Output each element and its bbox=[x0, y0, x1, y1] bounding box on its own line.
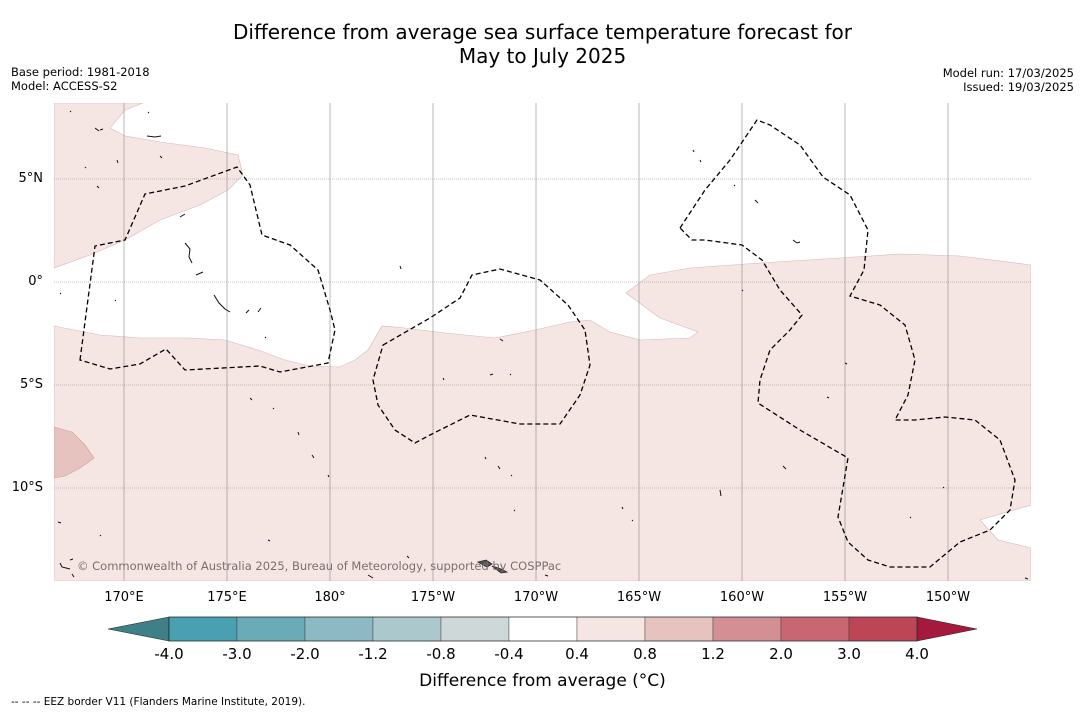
meta-left: Base period: 1981-2018 Model: ACCESS-S2 bbox=[11, 65, 150, 93]
eez-line-islands bbox=[679, 119, 1016, 568]
colorbar-tick: 2.0 bbox=[769, 645, 793, 663]
lon-label-175e: 175°E bbox=[207, 590, 247, 605]
colorbar-bin bbox=[848, 616, 918, 642]
colorbar-under-triangle bbox=[107, 616, 170, 642]
copyright-notice: © Commonwealth of Australia 2025, Bureau… bbox=[77, 559, 562, 573]
colorbar-tick: 3.0 bbox=[837, 645, 861, 663]
colorbar-bin bbox=[168, 616, 238, 642]
colorbar-bin bbox=[440, 616, 510, 642]
colorbar-bin bbox=[372, 616, 442, 642]
colorbar-bin bbox=[576, 616, 646, 642]
lon-label-150w: 150°W bbox=[925, 590, 971, 605]
colorbar-tick: -0.8 bbox=[426, 645, 456, 663]
lat-label-5s: 5°S bbox=[19, 377, 43, 392]
model-run: Model run: 17/03/2025 bbox=[942, 66, 1074, 80]
islands bbox=[57, 110, 1029, 580]
warm-anomaly-region bbox=[54, 103, 244, 269]
issued-date: Issued: 19/03/2025 bbox=[963, 80, 1074, 94]
colorbar-tick: 0.8 bbox=[633, 645, 657, 663]
lon-label-170w: 170°W bbox=[513, 590, 559, 605]
eez-kiribati-gilberts bbox=[79, 166, 336, 373]
colorbar-tick: -4.0 bbox=[154, 645, 184, 663]
colorbar-tick: 1.2 bbox=[701, 645, 725, 663]
colorbar-tick: -3.0 bbox=[222, 645, 252, 663]
model-name: Model: ACCESS-S2 bbox=[11, 79, 118, 93]
lat-label-0: 0° bbox=[28, 274, 43, 289]
eez-borders bbox=[79, 119, 1016, 568]
lon-label-180: 180° bbox=[314, 590, 346, 605]
colorbar-bin bbox=[644, 616, 714, 642]
lon-label-160w: 160°W bbox=[719, 590, 765, 605]
warm-anomaly-region-south bbox=[54, 253, 1031, 581]
colorbar-bin bbox=[508, 616, 578, 642]
lat-label-10s: 10°S bbox=[11, 480, 43, 495]
colorbar bbox=[107, 616, 978, 642]
lat-label-5n: 5°N bbox=[18, 171, 44, 186]
base-period: Base period: 1981-2018 bbox=[11, 65, 150, 79]
lon-label-155w: 155°W bbox=[822, 590, 868, 605]
colorbar-bin bbox=[304, 616, 374, 642]
lon-label-170e: 170°E bbox=[104, 590, 144, 605]
map-title: Difference from average sea surface temp… bbox=[0, 20, 1085, 68]
eez-phoenix bbox=[372, 268, 591, 444]
lon-label-165w: 165°W bbox=[616, 590, 662, 605]
eez-footnote: -- -- -- EEZ border V11 (Flanders Marine… bbox=[11, 696, 306, 708]
lon-label-175w: 175°W bbox=[410, 590, 456, 605]
colorbar-tick: -1.2 bbox=[358, 645, 388, 663]
colorbar-bin bbox=[236, 616, 306, 642]
colorbar-tick: 0.4 bbox=[565, 645, 589, 663]
meta-right: Model run: 17/03/2025 Issued: 19/03/2025 bbox=[943, 66, 1074, 94]
title-line-1: Difference from average sea surface temp… bbox=[232, 20, 852, 44]
colorbar-over-triangle bbox=[916, 616, 978, 642]
gridlines bbox=[54, 103, 1031, 581]
colorbar-bin bbox=[780, 616, 850, 642]
title-line-2: May to July 2025 bbox=[458, 44, 627, 68]
stronger-anomaly-region bbox=[54, 426, 95, 479]
colorbar-tick: -0.4 bbox=[494, 645, 524, 663]
samoa-islands bbox=[476, 559, 509, 574]
colorbar-tick: 4.0 bbox=[905, 645, 929, 663]
colorbar-bin bbox=[712, 616, 782, 642]
colorbar-title: Difference from average (°C) bbox=[419, 671, 666, 691]
colorbar-tick: -2.0 bbox=[290, 645, 320, 663]
